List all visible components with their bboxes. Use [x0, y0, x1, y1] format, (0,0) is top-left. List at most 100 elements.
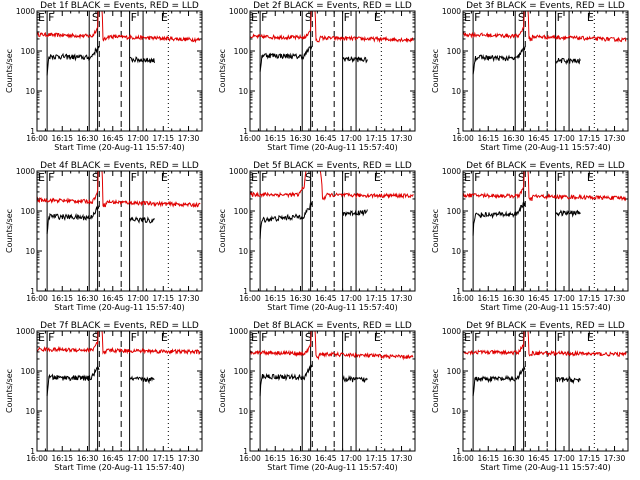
y-tick-label: 10 [25, 247, 35, 256]
x-tick-label: 16:45 [102, 454, 124, 463]
lld-series-line [250, 171, 414, 201]
x-tick-label: 17:00 [127, 454, 149, 463]
y-tick-label: 1000 [16, 7, 35, 16]
y-tick-label: 100 [21, 207, 36, 216]
y-axis-label: Counts/sec [218, 49, 227, 93]
marker-letter: E [38, 331, 45, 344]
x-tick-label: 17:30 [391, 454, 413, 463]
panel-title: Det 8f BLACK = Events, RED = LLD [253, 321, 412, 331]
events-series-line [46, 45, 100, 76]
y-tick-label: 10 [25, 87, 35, 96]
events-series-line [129, 375, 155, 385]
panel-title: Det 3f BLACK = Events, RED = LLD [466, 1, 625, 11]
x-tick-label: 17:15 [365, 454, 387, 463]
marker-letter: E [374, 171, 381, 184]
lld-series-line [37, 11, 201, 44]
x-tick-label: 16:30 [77, 454, 99, 463]
lld-series-line [37, 171, 201, 208]
marker-letter: F [131, 171, 137, 184]
panel-title: Det 1f BLACK = Events, RED = LLD [40, 1, 199, 11]
y-tick-label: 100 [447, 207, 462, 216]
x-tick-label: 17:00 [127, 294, 149, 303]
lld-series-line [250, 331, 414, 361]
plot-frame [462, 170, 629, 292]
x-tick-label: 17:15 [152, 294, 174, 303]
x-tick-label: 16:30 [503, 134, 525, 143]
x-axis-label: Start Time (20-Aug-11 15:57:40) [267, 143, 398, 152]
x-tick-label: 16:15 [264, 294, 286, 303]
x-tick-label: 16:00 [239, 454, 261, 463]
panel-title: Det 7f BLACK = Events, RED = LLD [40, 321, 199, 331]
x-tick-label: 17:30 [604, 454, 626, 463]
x-tick-label: 17:00 [340, 454, 362, 463]
marker-letter: E [587, 331, 594, 344]
events-series-line [129, 216, 155, 224]
events-series-line [555, 209, 581, 218]
x-tick-label: 17:15 [365, 294, 387, 303]
marker-letter: E [251, 11, 258, 24]
marker-letter: E [464, 11, 471, 24]
marker-letter: E [251, 331, 258, 344]
marker-letter: F [261, 11, 267, 24]
x-tick-label: 16:00 [239, 294, 261, 303]
lld-series-line [463, 171, 627, 202]
y-tick-label: 1000 [16, 327, 35, 336]
x-tick-label: 17:30 [178, 294, 200, 303]
y-tick-label: 100 [234, 367, 249, 376]
y-tick-label: 1 [456, 287, 461, 296]
marker-letter: F [557, 331, 563, 344]
events-series-line [259, 45, 313, 72]
y-tick-label: 1 [243, 287, 248, 296]
marker-letter: S [518, 11, 525, 24]
lld-series-line [37, 331, 201, 355]
x-tick-label: 16:30 [290, 134, 312, 143]
marker-letter: S [305, 171, 312, 184]
x-tick-label: 16:30 [503, 294, 525, 303]
x-tick-label: 16:45 [315, 294, 337, 303]
x-axis-label: Start Time (20-Aug-11 15:57:40) [54, 463, 185, 472]
events-series-line [259, 201, 313, 239]
x-tick-label: 16:30 [77, 134, 99, 143]
marker-letter: S [305, 331, 312, 344]
y-tick-label: 1 [30, 447, 35, 456]
panel-title: Det 9f BLACK = Events, RED = LLD [466, 321, 625, 331]
x-tick-label: 17:30 [178, 134, 200, 143]
plot-frame [249, 170, 416, 292]
x-tick-label: 16:30 [290, 454, 312, 463]
plot-frame [36, 330, 203, 452]
y-tick-label: 1000 [229, 327, 248, 336]
marker-letter: E [38, 11, 45, 24]
y-tick-label: 100 [447, 367, 462, 376]
y-tick-label: 1 [456, 447, 461, 456]
marker-letter: F [48, 171, 54, 184]
x-tick-label: 16:30 [290, 294, 312, 303]
x-tick-label: 16:45 [528, 454, 550, 463]
events-series-line [342, 56, 368, 64]
plot-frame [36, 10, 203, 132]
x-tick-label: 16:00 [452, 134, 474, 143]
y-tick-label: 10 [238, 87, 248, 96]
marker-letter: F [474, 11, 480, 24]
y-tick-label: 1 [30, 287, 35, 296]
y-axis-label: Counts/sec [5, 49, 14, 93]
x-tick-label: 16:00 [452, 294, 474, 303]
marker-letter: E [374, 11, 381, 24]
events-series-line [472, 366, 526, 397]
marker-letter: E [587, 171, 594, 184]
events-series-line [342, 374, 368, 383]
x-tick-label: 16:15 [264, 134, 286, 143]
x-axis-label: Start Time (20-Aug-11 15:57:40) [267, 463, 398, 472]
x-tick-label: 17:30 [391, 134, 413, 143]
x-tick-label: 16:15 [477, 294, 499, 303]
x-tick-label: 16:00 [26, 134, 48, 143]
marker-letter: S [518, 171, 525, 184]
y-tick-label: 1000 [16, 167, 35, 176]
x-tick-label: 17:15 [578, 454, 600, 463]
